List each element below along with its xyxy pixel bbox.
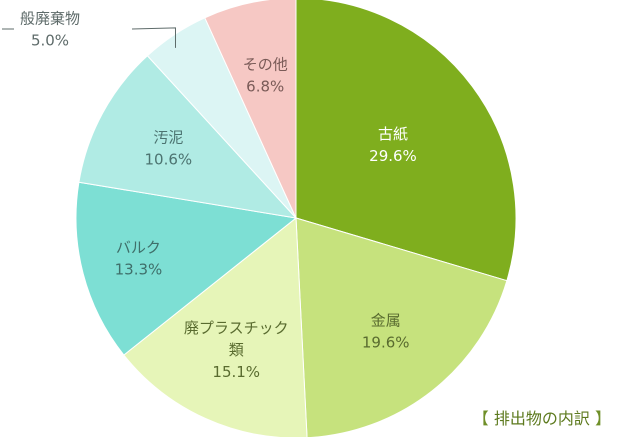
pie-slice-0: [295, 0, 517, 282]
caption-text: 排出物の内訳: [493, 409, 590, 428]
slice-label-3-0: バルク: [116, 238, 161, 256]
callout-leader-line: [131, 27, 176, 48]
pie-slice-6: [204, 0, 297, 219]
slice-label-5-0: 般廃棄物: [20, 10, 80, 28]
caption-open-bracket: 【: [472, 409, 489, 428]
slice-label-2-1: 類: [229, 341, 244, 359]
slice-label-2-0: 廃プラスチック: [184, 319, 289, 337]
slice-label-6-0: その他: [243, 56, 288, 74]
slice-value-1: 19.6%: [362, 334, 410, 352]
slice-value-2: 15.1%: [212, 363, 260, 381]
pie-slice-4: [78, 55, 298, 219]
pie-slice-3: [75, 181, 298, 356]
slice-label-4-0: 汚泥: [153, 128, 183, 146]
slice-value-5: 5.0%: [31, 32, 69, 50]
slice-value-6: 6.8%: [246, 78, 284, 96]
slice-label-0-0: 古紙: [378, 125, 408, 143]
pie-slice-1: [295, 217, 508, 437]
slice-value-3: 13.3%: [115, 260, 163, 278]
slice-label-1-0: 金属: [371, 312, 401, 330]
caption-close-bracket: 】: [594, 409, 611, 428]
slice-value-0: 29.6%: [369, 147, 417, 165]
pie-slice-2: [123, 217, 308, 437]
chart-caption: 【 排出物の内訳 】: [473, 405, 611, 429]
slice-value-4: 10.6%: [144, 150, 192, 168]
